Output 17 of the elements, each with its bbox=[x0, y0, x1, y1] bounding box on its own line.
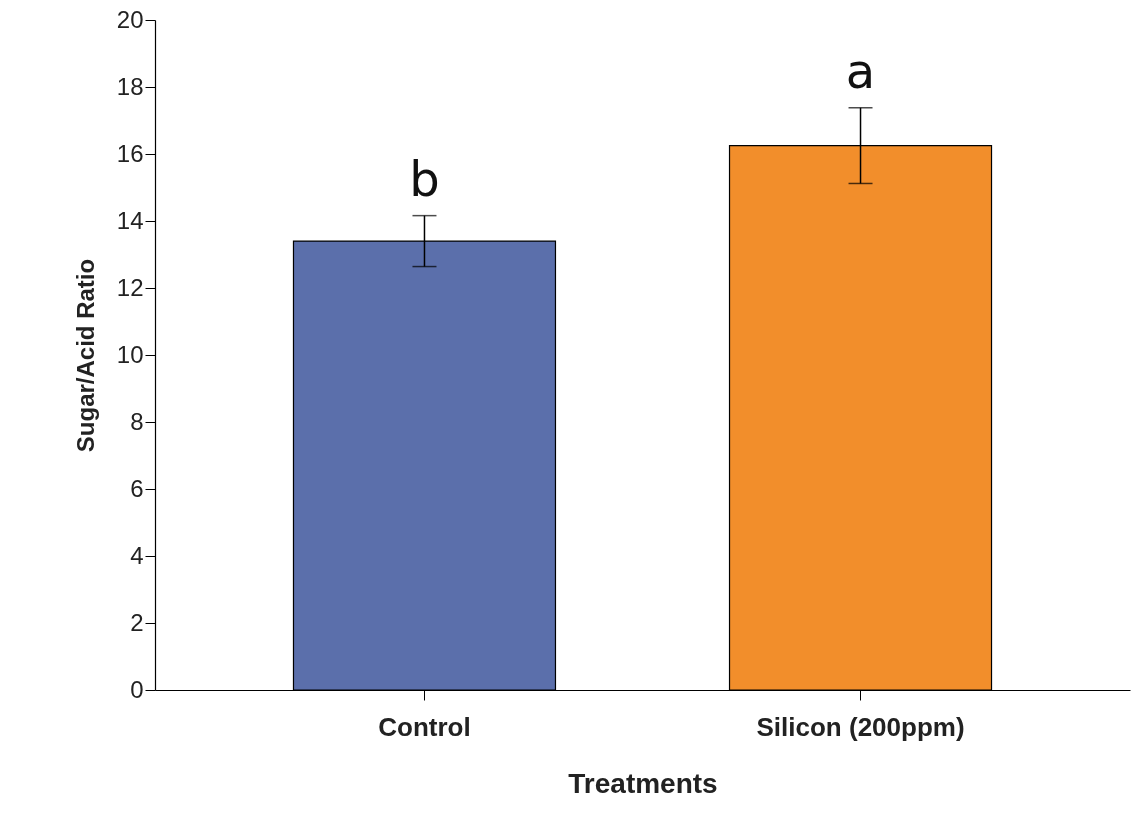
x-axis-title: Treatments bbox=[568, 767, 718, 799]
annotation: a bbox=[845, 42, 876, 99]
y-tick-label: 12 bbox=[116, 273, 144, 301]
y-tick-label: 20 bbox=[116, 5, 144, 33]
y-axis-title: Sugar/Acid Ratio bbox=[71, 258, 99, 453]
y-tick-label: 4 bbox=[130, 541, 144, 569]
y-tick-label: 14 bbox=[116, 206, 144, 234]
y-tick-label: 2 bbox=[130, 608, 144, 636]
x-tick-label: Control bbox=[378, 711, 471, 742]
y-tick-label: 0 bbox=[130, 675, 144, 703]
x-tick-label: Silicon (200ppm) bbox=[756, 711, 965, 742]
annotation: b bbox=[409, 150, 440, 207]
y-tick-label: 8 bbox=[130, 407, 144, 435]
y-tick-label: 16 bbox=[116, 139, 144, 167]
y-tick-label: 6 bbox=[130, 474, 144, 502]
y-tick-label: 18 bbox=[116, 72, 144, 100]
y-tick-label: 10 bbox=[116, 340, 144, 368]
